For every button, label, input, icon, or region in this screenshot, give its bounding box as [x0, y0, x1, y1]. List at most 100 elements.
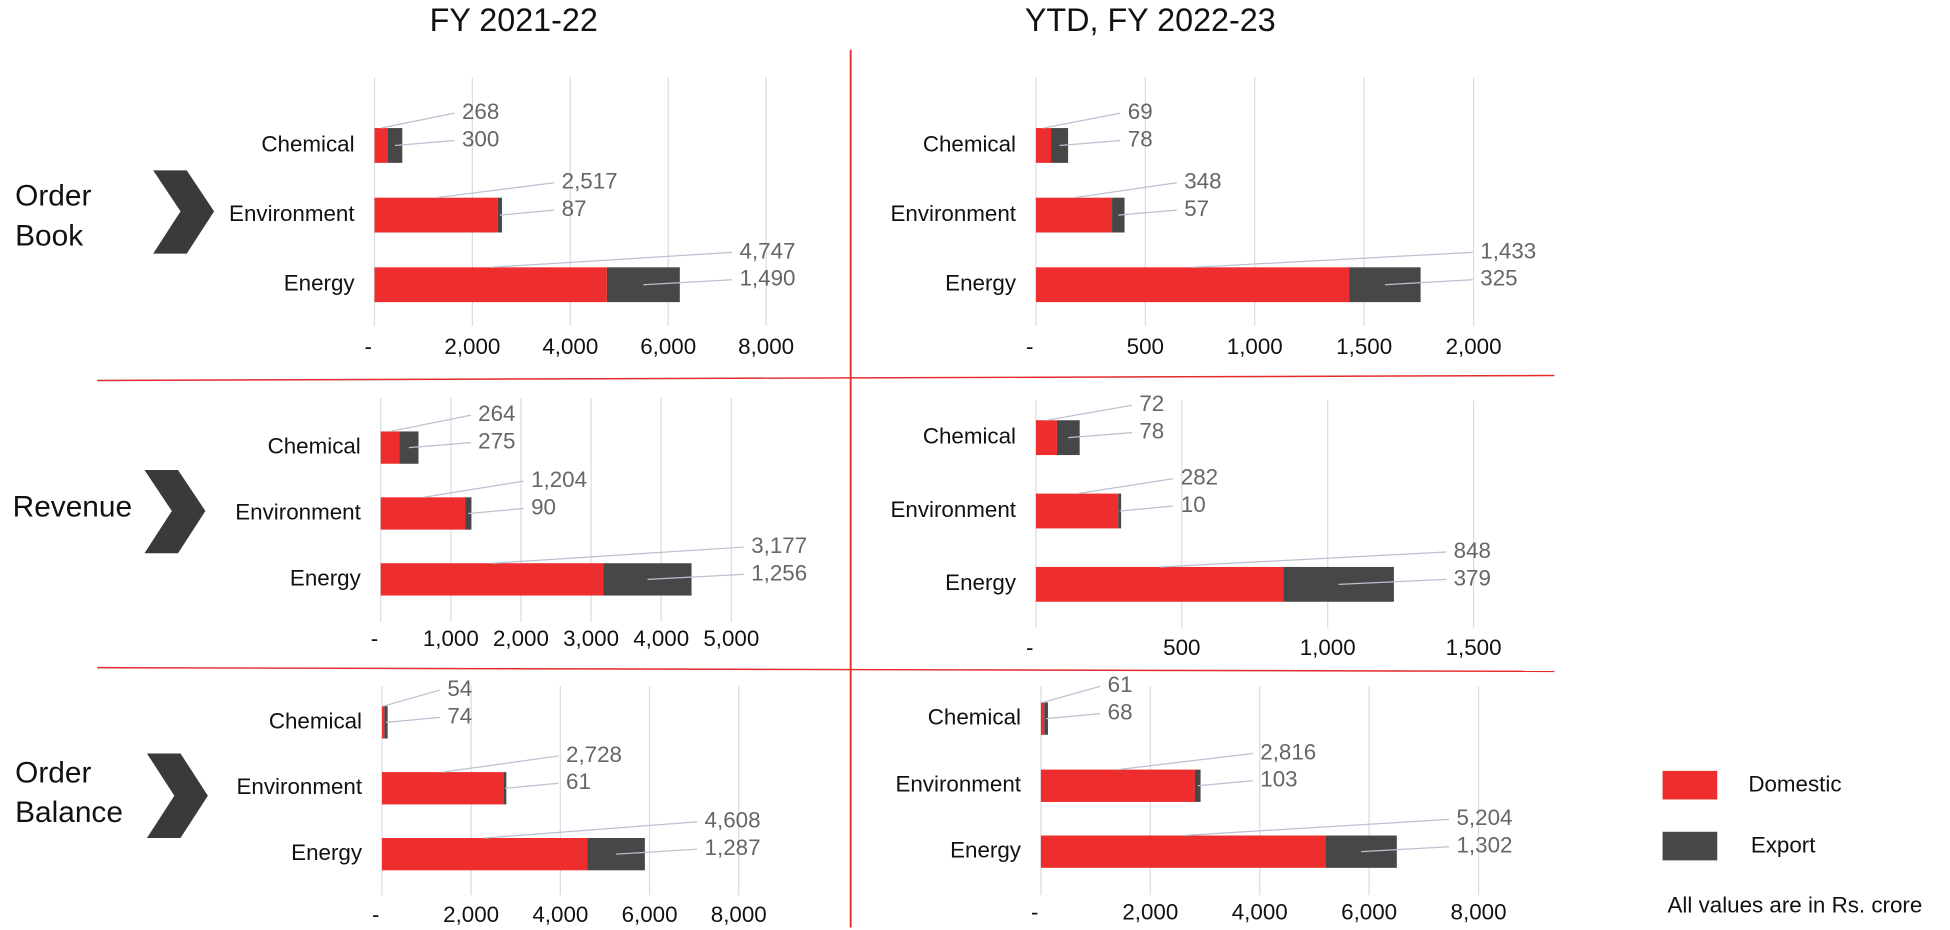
- x-tick-label: 8,000: [711, 902, 767, 927]
- category-label: Energy: [284, 271, 356, 296]
- category-label: Energy: [950, 838, 1022, 863]
- leader-line: [382, 689, 441, 707]
- leader-line: [442, 755, 559, 773]
- value-label: 61: [566, 769, 591, 794]
- category-label: Environment: [237, 774, 363, 799]
- leader-line: [490, 251, 733, 268]
- x-tick-label: 2,000: [444, 334, 500, 359]
- category-label: Chemical: [923, 424, 1016, 449]
- leader-line: [468, 507, 524, 515]
- value-label: 78: [1139, 419, 1164, 444]
- value-label: 74: [447, 703, 472, 728]
- x-tick-label: 2,000: [493, 626, 549, 651]
- x-tick-label: -: [1026, 635, 1033, 660]
- x-tick-label: 3,000: [563, 626, 619, 651]
- bar-segment: [497, 197, 502, 233]
- leader-line: [1073, 182, 1177, 199]
- x-tick-label: -: [372, 902, 379, 927]
- category-label: Chemical: [269, 708, 362, 733]
- x-tick-label: 1,500: [1446, 635, 1502, 660]
- value-label: 4,608: [705, 808, 761, 833]
- x-tick-label: 1,500: [1336, 334, 1392, 359]
- x-tick-label: 4,000: [542, 334, 598, 359]
- value-label: 103: [1260, 767, 1297, 792]
- leader-line: [1119, 505, 1174, 512]
- category-label: Chemical: [923, 131, 1016, 156]
- category-label: Environment: [229, 201, 355, 226]
- leader-line: [647, 573, 744, 581]
- value-label: 69: [1128, 99, 1153, 124]
- row-label: Revenue: [13, 490, 132, 523]
- x-tick-label: -: [1026, 334, 1033, 359]
- value-label: 2,728: [566, 742, 622, 767]
- legend-label: Export: [1751, 833, 1816, 858]
- leader-line: [1361, 846, 1450, 853]
- chevron: [144, 469, 206, 554]
- category-label: Environment: [895, 772, 1021, 797]
- value-label: 90: [531, 494, 556, 519]
- x-tick-label: -: [365, 334, 372, 359]
- leader-line: [1183, 818, 1450, 837]
- bar-segment: [1040, 769, 1195, 802]
- bar-segment: [1040, 835, 1326, 868]
- bar-segment: [1035, 128, 1052, 163]
- x-tick-label: -: [371, 626, 378, 651]
- leader-line: [1385, 279, 1473, 286]
- value-label: 268: [462, 99, 499, 124]
- value-label: 5,204: [1456, 805, 1512, 830]
- value-label: 2,517: [562, 169, 618, 194]
- value-label: 87: [562, 196, 587, 221]
- value-label: 1,302: [1456, 833, 1512, 858]
- x-tick-label: 8,000: [1451, 900, 1507, 925]
- legend-swatch: [1662, 831, 1718, 861]
- bar-segment: [1112, 197, 1125, 233]
- bar-segment: [381, 772, 504, 805]
- x-tick-label: 1,000: [1300, 635, 1356, 660]
- category-label: Energy: [945, 570, 1017, 595]
- x-tick-label: 1,000: [1227, 334, 1283, 359]
- value-label: 1,287: [705, 835, 761, 860]
- column-header: FY 2021-22: [430, 2, 598, 38]
- x-tick-label: 500: [1127, 334, 1164, 359]
- bar-segment: [1040, 702, 1045, 735]
- bar-segment: [1035, 493, 1119, 529]
- leader-line: [1076, 478, 1174, 495]
- chevron: [146, 753, 208, 838]
- value-label: 379: [1454, 565, 1491, 590]
- x-tick-label: -: [1031, 900, 1038, 925]
- x-tick-label: 5,000: [703, 626, 759, 651]
- leader-line: [1197, 780, 1253, 787]
- x-tick-label: 2,000: [443, 902, 499, 927]
- bar-segment: [381, 706, 385, 739]
- leader-line: [1159, 551, 1447, 568]
- x-tick-label: 2,000: [1122, 900, 1178, 925]
- value-label: 348: [1184, 169, 1221, 194]
- leader-line: [380, 112, 455, 129]
- leader-line: [1068, 432, 1132, 439]
- value-label: 264: [478, 401, 515, 426]
- x-tick-label: 1,000: [423, 626, 479, 651]
- leader-line: [1046, 713, 1101, 720]
- leader-line: [1192, 251, 1473, 268]
- value-label: 2,816: [1260, 739, 1316, 764]
- column-header: YTD, FY 2022-23: [1025, 2, 1276, 38]
- bar-segment: [380, 431, 400, 464]
- leader-line: [1059, 139, 1121, 147]
- x-tick-label: 4,000: [633, 626, 689, 651]
- value-label: 10: [1181, 492, 1206, 517]
- leader-line: [499, 209, 555, 216]
- value-label: 300: [462, 126, 499, 151]
- bar-segment: [1035, 566, 1284, 602]
- x-tick-label: 6,000: [622, 902, 678, 927]
- leader-line: [1043, 112, 1121, 129]
- row-divider: [97, 666, 1555, 673]
- legend-label: Domestic: [1748, 772, 1841, 797]
- value-label: 275: [478, 429, 515, 454]
- category-label: Chemical: [928, 705, 1021, 730]
- value-label: 72: [1139, 391, 1164, 416]
- bar-segment: [374, 128, 388, 163]
- row-label: Order: [15, 756, 91, 789]
- leader-line: [394, 139, 455, 147]
